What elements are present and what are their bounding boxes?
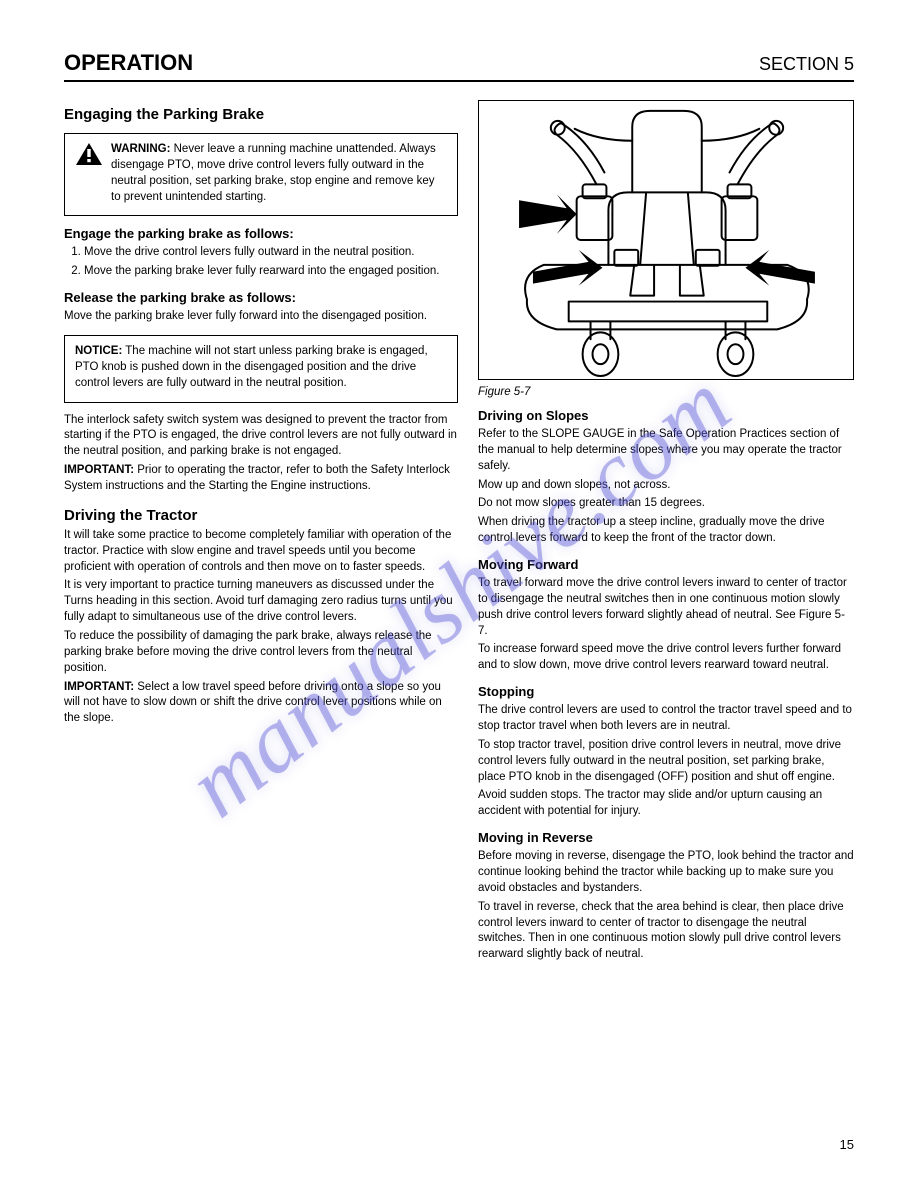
page-number: 15 [840,1137,854,1152]
body-text: IMPORTANT: Select a low travel speed bef… [64,680,458,728]
warning-box: WARNING: Never leave a running machine u… [64,133,458,216]
warning-icon [75,142,103,166]
arrow-icon [745,250,815,286]
notice-box: NOTICE: The machine will not start unles… [64,335,458,403]
engage-steps-list: Move the drive control levers fully outw… [84,245,458,280]
body-text: It will take some practice to become com… [64,528,458,576]
page-title: OPERATION [64,50,193,76]
warning-text: WARNING: Never leave a running machine u… [111,142,447,205]
stopping-heading: Stopping [478,684,854,699]
body-text: Refer to the SLOPE GAUGE in the Safe Ope… [478,427,854,475]
body-text: The drive control levers are used to con… [478,703,854,735]
figure-caption: Figure 5-7 [478,386,854,398]
body-text: Mow up and down slopes, not across. [478,478,854,494]
driving-heading: Driving the Tractor [64,507,458,524]
body-text: To increase forward speed move the drive… [478,642,854,674]
arrow-icon [533,250,603,286]
body-text: To travel in reverse, check that the are… [478,900,854,963]
release-intro: Move the parking brake lever fully forwa… [64,309,458,325]
section-label: SECTION 5 [759,54,854,75]
body-text: Avoid sudden stops. The tractor may slid… [478,788,854,820]
arrow-icon [519,194,577,234]
engage-brake-heading: Engaging the Parking Brake [64,106,458,123]
engage-steps-heading: Engage the parking brake as follows: [64,226,458,241]
warning-label: WARNING: [111,143,170,155]
body-text: Before moving in reverse, disengage the … [478,849,854,897]
important-label: IMPORTANT: [64,464,134,476]
notice-body: The machine will not start unless parkin… [75,345,428,389]
body-text: When driving the tractor up a steep incl… [478,515,854,547]
body-text: Do not mow slopes greater than 15 degree… [478,496,854,512]
body-text: To travel forward move the drive control… [478,576,854,639]
right-column: Figure 5-7 Driving on Slopes Refer to th… [478,100,854,966]
important-label: IMPORTANT: [64,681,134,693]
body-text: To stop tractor travel, position drive c… [478,738,854,786]
list-item: Move the parking brake lever fully rearw… [84,264,458,280]
reverse-heading: Moving in Reverse [478,830,854,845]
figure-illustration [478,100,854,380]
notice-label: NOTICE: [75,345,122,357]
body-text: IMPORTANT: Prior to operating the tracto… [64,463,458,495]
list-item: Move the drive control levers fully outw… [84,245,458,261]
body-text: To reduce the possibility of damaging th… [64,629,458,677]
body-text: It is very important to practice turning… [64,578,458,626]
slopes-heading: Driving on Slopes [478,408,854,423]
release-steps-heading: Release the parking brake as follows: [64,290,458,305]
body-text: The interlock safety switch system was d… [64,413,458,461]
left-column: Engaging the Parking Brake WARNING: Neve… [64,100,458,966]
forward-heading: Moving Forward [478,557,854,572]
